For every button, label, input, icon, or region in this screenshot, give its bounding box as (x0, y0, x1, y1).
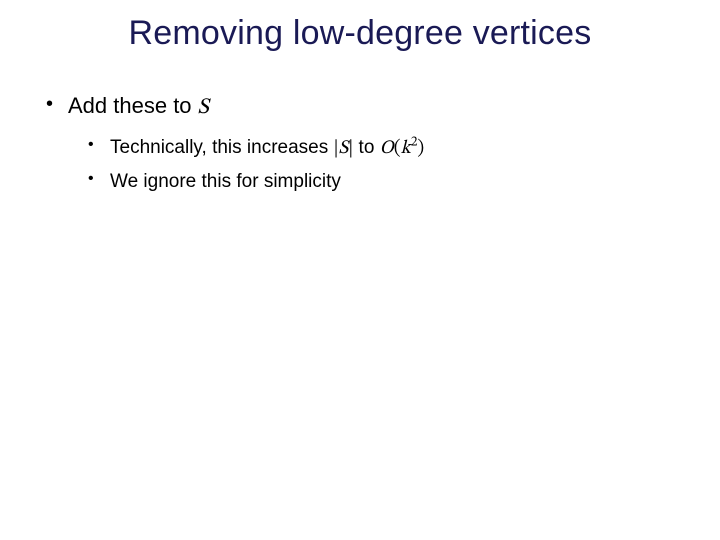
bullet-list-level1: Add these to S Technically, this increas… (44, 90, 676, 197)
math-variable: k (401, 139, 411, 158)
math-bigO: O (380, 139, 394, 158)
list-item: We ignore this for simplicity (86, 167, 676, 196)
bullet-text: Technically, this increases (110, 137, 334, 158)
math-paren-open: ( (394, 139, 401, 158)
list-item: Add these to S Technically, this increas… (44, 90, 676, 197)
math-paren-close: ) (417, 139, 424, 158)
math-variable: S (339, 139, 349, 158)
slide-title: Removing low-degree vertices (0, 14, 720, 53)
bullet-text: We ignore this for simplicity (110, 171, 341, 192)
math-variable: S (198, 97, 209, 119)
bullet-text: to (353, 137, 379, 158)
bullet-list-level2: Technically, this increases |S| to O(k2)… (68, 133, 676, 197)
bullet-text: Add these to (68, 93, 198, 118)
slide: Removing low-degree vertices Add these t… (0, 0, 720, 540)
slide-body: Add these to S Technically, this increas… (44, 90, 676, 203)
list-item: Technically, this increases |S| to O(k2) (86, 133, 676, 163)
